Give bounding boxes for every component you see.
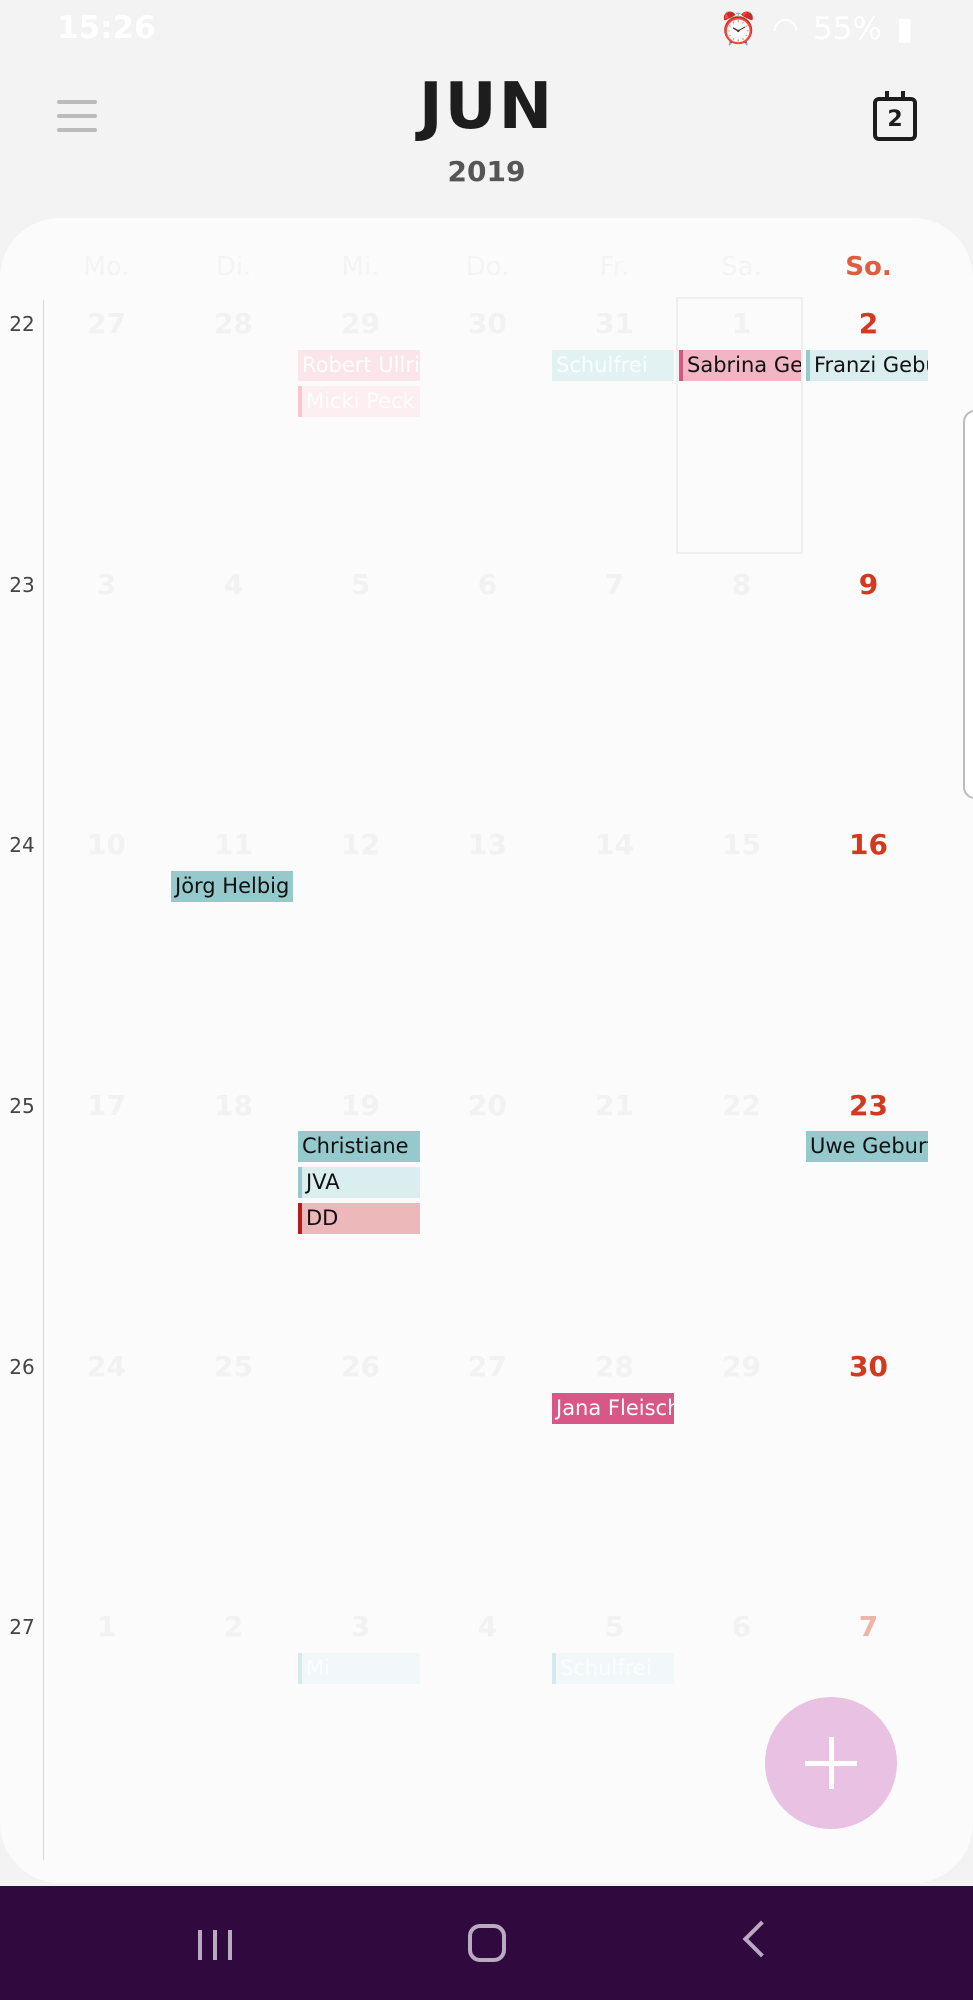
- event-chip[interactable]: Jörg Helbig: [171, 871, 293, 902]
- day-cell[interactable]: 2: [223, 1610, 244, 1643]
- weekday-sat: Sa.: [721, 252, 762, 282]
- menu-icon[interactable]: [57, 100, 97, 140]
- day-cell[interactable]: 24: [87, 1350, 126, 1383]
- day-cell[interactable]: 11: [214, 828, 253, 861]
- weekday-fri: Fr.: [599, 252, 630, 282]
- wifi-icon: ◠: [771, 10, 800, 47]
- day-cell[interactable]: 30: [468, 307, 507, 340]
- day-cell[interactable]: 1: [96, 1610, 117, 1643]
- event-chip[interactable]: Mi: [298, 1653, 420, 1684]
- day-cell[interactable]: 22: [722, 1089, 761, 1122]
- week-number: 24: [9, 833, 35, 857]
- today-calendar-icon[interactable]: 2: [873, 91, 917, 141]
- day-cell[interactable]: 3: [96, 568, 117, 601]
- day-cell[interactable]: 25: [214, 1350, 253, 1383]
- day-cell[interactable]: 6: [477, 568, 498, 601]
- event-chip[interactable]: Robert Ullrich: [298, 350, 420, 381]
- day-cell[interactable]: 15: [722, 828, 761, 861]
- sidebar-handle[interactable]: [963, 410, 973, 799]
- event-chip[interactable]: JVA: [298, 1167, 420, 1198]
- day-cell[interactable]: 16: [849, 828, 888, 861]
- weekday-thu: Do.: [465, 252, 510, 282]
- day-cell[interactable]: 5: [350, 568, 371, 601]
- day-cell[interactable]: 28: [214, 307, 253, 340]
- home-icon[interactable]: [468, 1924, 506, 1962]
- day-cell[interactable]: 3: [350, 1610, 371, 1643]
- day-cell[interactable]: 28: [595, 1350, 634, 1383]
- day-cell[interactable]: 27: [468, 1350, 507, 1383]
- status-time: 15:26: [57, 10, 156, 46]
- day-cell[interactable]: 20: [468, 1089, 507, 1122]
- day-cell[interactable]: 2: [858, 307, 879, 340]
- day-cell[interactable]: 29: [722, 1350, 761, 1383]
- week-number: 22: [9, 312, 35, 336]
- alarm-icon: ⏰: [719, 11, 758, 47]
- day-cell[interactable]: 30: [849, 1350, 888, 1383]
- status-icons: ⏰ ◠ 55% ▮: [719, 10, 913, 48]
- add-event-button[interactable]: [765, 1697, 897, 1829]
- event-chip[interactable]: Sabrina Geburtstag: [679, 350, 801, 381]
- day-cell[interactable]: 13: [468, 828, 507, 861]
- weekday-sun: So.: [845, 252, 892, 282]
- today-highlight: [676, 297, 803, 554]
- day-cell[interactable]: 7: [858, 1610, 879, 1643]
- day-cell[interactable]: 23: [849, 1089, 888, 1122]
- navigation-bar: [0, 1886, 973, 2000]
- weekday-wed: Mi.: [341, 252, 380, 282]
- today-day-number: 2: [887, 107, 903, 132]
- event-chip[interactable]: Schulfrei: [552, 350, 674, 381]
- event-chip[interactable]: Schulfrei: [552, 1653, 674, 1684]
- weekday-mon: Mo.: [83, 252, 130, 282]
- day-cell[interactable]: 17: [87, 1089, 126, 1122]
- week-number: 26: [9, 1355, 35, 1379]
- day-cell[interactable]: 7: [604, 568, 625, 601]
- month-title[interactable]: JUN: [418, 70, 555, 144]
- event-chip[interactable]: DD: [298, 1203, 420, 1234]
- day-cell[interactable]: 26: [341, 1350, 380, 1383]
- day-cell[interactable]: 21: [595, 1089, 634, 1122]
- day-cell[interactable]: 4: [477, 1610, 498, 1643]
- year-title: 2019: [447, 155, 526, 188]
- event-chip[interactable]: Christiane: [298, 1131, 420, 1162]
- day-cell[interactable]: 31: [595, 307, 634, 340]
- day-cell[interactable]: 5: [604, 1610, 625, 1643]
- day-cell[interactable]: 12: [341, 828, 380, 861]
- calendar-card: [0, 218, 973, 1883]
- day-cell[interactable]: 27: [87, 307, 126, 340]
- day-cell[interactable]: 8: [731, 568, 752, 601]
- event-chip[interactable]: Franzi Geburtstag: [806, 350, 928, 381]
- day-cell[interactable]: 9: [858, 568, 879, 601]
- day-cell[interactable]: 6: [731, 1610, 752, 1643]
- day-cell[interactable]: 1: [731, 307, 752, 340]
- weekday-tue: Di.: [215, 252, 252, 282]
- week-number: 25: [9, 1094, 35, 1118]
- day-cell[interactable]: 18: [214, 1089, 253, 1122]
- week-number: 23: [9, 573, 35, 597]
- day-cell[interactable]: 14: [595, 828, 634, 861]
- day-cell[interactable]: 4: [223, 568, 244, 601]
- recents-icon[interactable]: [198, 1930, 232, 1960]
- day-cell[interactable]: 19: [341, 1089, 380, 1122]
- event-chip[interactable]: Uwe Geburtstag: [806, 1131, 928, 1162]
- week-number: 27: [9, 1615, 35, 1639]
- event-chip[interactable]: Micki Peck: [298, 386, 420, 417]
- week-number-divider: [43, 300, 44, 1860]
- day-cell[interactable]: 29: [341, 307, 380, 340]
- battery-icon: ▮: [895, 10, 913, 47]
- battery-label: 55%: [813, 10, 882, 47]
- day-cell[interactable]: 10: [87, 828, 126, 861]
- event-chip[interactable]: Jana Fleischer: [552, 1393, 674, 1424]
